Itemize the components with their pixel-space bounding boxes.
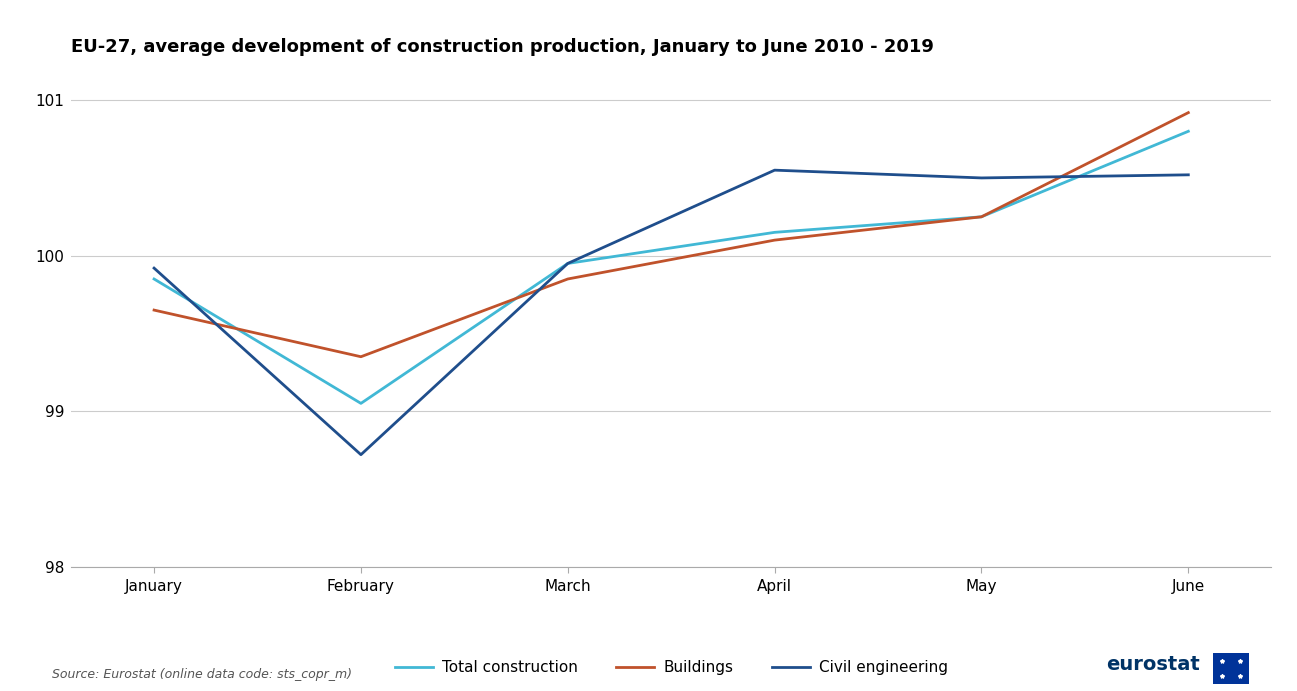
Civil engineering (767, 166, 782, 174)
Total construction (767, 228, 782, 236)
Text: Source: Eurostat (online data code: sts_copr_m): Source: Eurostat (online data code: sts_… (52, 668, 351, 681)
Civil engineering (974, 173, 990, 182)
Text: EU-27, average development of construction production, January to June 2010 - 20: EU-27, average development of constructi… (71, 39, 934, 57)
Line: Civil engineering: Civil engineering (154, 170, 1188, 455)
Total construction (1180, 127, 1196, 135)
Buildings (974, 213, 990, 221)
Civil engineering (147, 264, 162, 272)
Line: Total construction: Total construction (154, 131, 1188, 404)
Buildings (1180, 108, 1196, 117)
Legend: Total construction, Buildings, Civil engineering: Total construction, Buildings, Civil eng… (388, 654, 955, 681)
Civil engineering (353, 451, 368, 459)
Total construction (560, 259, 576, 267)
Total construction (147, 275, 162, 283)
Buildings (560, 275, 576, 283)
Buildings (147, 306, 162, 314)
Civil engineering (560, 259, 576, 267)
Buildings (353, 352, 368, 361)
Text: eurostat: eurostat (1106, 655, 1200, 674)
Total construction (974, 213, 990, 221)
Buildings (767, 236, 782, 244)
Line: Buildings: Buildings (154, 113, 1188, 357)
Civil engineering (1180, 171, 1196, 179)
Total construction (353, 399, 368, 408)
